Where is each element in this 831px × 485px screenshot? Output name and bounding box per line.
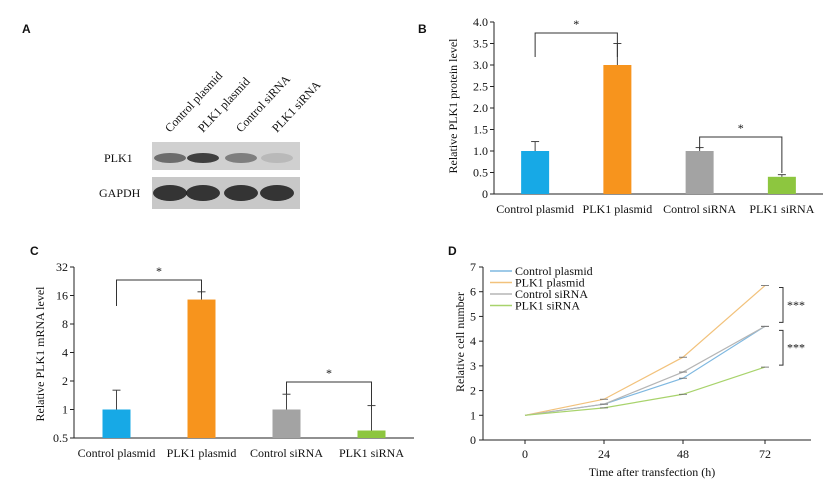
protein-level-bar-chart: Relative PLK1 protein level 0 0.5 1.0 1.5 2.… [446, 15, 823, 216]
y-tick-label: 32 [56, 260, 68, 274]
blot-row-label-gapdh: GAPDH [99, 186, 141, 200]
y-tick-label: 1 [62, 403, 68, 417]
significance-label: *** [787, 298, 805, 312]
x-tick-label: PLK1 siRNA [749, 202, 814, 216]
y-tick-label: 4 [62, 346, 68, 360]
significance-label: * [326, 366, 332, 380]
x-tick-label: 72 [759, 447, 771, 461]
bar [521, 151, 550, 194]
panel-letter-a: A [22, 22, 31, 36]
x-tick-label: PLK1 siRNA [339, 446, 404, 460]
x-tick-label: 48 [677, 447, 689, 461]
blot-band-gapdh [186, 185, 220, 201]
significance-bracket [286, 381, 372, 410]
d-y-axis-title: Relative cell number [453, 292, 467, 392]
d-x-axis-title: Time after transfection (h) [589, 465, 716, 479]
significance-bracket [699, 136, 783, 173]
y-tick-label: 0.5 [53, 431, 68, 445]
legend-label: PLK1 siRNA [515, 299, 580, 313]
y-tick-label: 0.5 [473, 166, 488, 180]
c-y-axis-title: Relative PLK1 mRNA level [33, 286, 47, 422]
y-tick-label: 1.5 [473, 123, 488, 137]
bar [102, 409, 131, 438]
blot-band-gapdh [224, 185, 258, 201]
significance-label: * [738, 121, 744, 135]
y-tick-label: 16 [56, 289, 68, 303]
x-tick-label: Control plasmid [496, 202, 574, 216]
x-tick-label: Control siRNA [250, 446, 323, 460]
y-tick-label: 8 [62, 317, 68, 331]
x-tick-label: PLK1 plasmid [167, 446, 237, 460]
blot-band-plk1 [261, 153, 293, 163]
x-tick-label: 0 [522, 447, 528, 461]
bar [685, 151, 714, 194]
y-tick-label: 1 [470, 408, 476, 422]
significance-bracket [534, 32, 618, 57]
y-tick-label: 3 [470, 359, 476, 373]
blot-band-gapdh [260, 185, 294, 201]
panel-letter-b: B [418, 22, 427, 36]
y-tick-label: 0 [482, 187, 488, 201]
y-tick-label: 7 [470, 260, 476, 274]
significance-bracket [779, 287, 784, 323]
legend-label: Control plasmid [515, 264, 593, 278]
y-tick-label: 3.0 [473, 58, 488, 72]
legend-label: Control siRNA [515, 287, 588, 301]
y-tick-label: 5 [470, 309, 476, 323]
significance-label: *** [787, 341, 805, 355]
bar [357, 430, 386, 438]
series-line [524, 285, 766, 416]
panel-letter-c: C [30, 244, 39, 258]
y-tick-label: 2.5 [473, 80, 488, 94]
y-tick-label: 0 [470, 433, 476, 447]
y-tick-label: 4 [470, 334, 476, 348]
mrna-level-bar-chart: Relative PLK1 mRNA level 0.5 1 2 4 8 16 32 Cont… [33, 260, 414, 460]
panel-letter-d: D [448, 244, 457, 258]
x-tick-label: PLK1 plasmid [583, 202, 653, 216]
blot-row-label-plk1: PLK1 [104, 151, 133, 165]
series-line [524, 366, 766, 416]
bar [767, 176, 796, 194]
significance-label: * [156, 264, 162, 278]
blot-band-plk1 [154, 153, 186, 163]
y-tick-label: 2.0 [473, 101, 488, 115]
bar [603, 65, 632, 194]
blot-band-gapdh [153, 185, 187, 201]
significance-label: * [573, 17, 579, 31]
x-tick-label: 24 [598, 447, 610, 461]
x-tick-label: Control siRNA [663, 202, 736, 216]
bar [187, 299, 216, 438]
blot-band-plk1 [187, 153, 219, 163]
legend-label: PLK1 plasmid [515, 276, 585, 290]
y-tick-label: 4.0 [473, 15, 488, 29]
series-line [524, 325, 766, 416]
significance-bracket [116, 279, 202, 306]
y-tick-label: 6 [470, 285, 476, 299]
y-tick-label: 3.5 [473, 37, 488, 51]
x-tick-label: Control plasmid [78, 446, 156, 460]
series-line [524, 325, 766, 416]
y-tick-label: 1.0 [473, 144, 488, 158]
cell-number-line-chart: Relative cell number Time after transfec… [453, 260, 811, 479]
y-tick-label: 2 [470, 384, 476, 398]
b-y-axis-title: Relative PLK1 protein level [446, 38, 460, 174]
significance-bracket [779, 329, 784, 366]
blot-band-plk1 [225, 153, 257, 163]
blot-bands [153, 153, 294, 201]
y-tick-label: 2 [62, 374, 68, 388]
bar [272, 409, 301, 438]
